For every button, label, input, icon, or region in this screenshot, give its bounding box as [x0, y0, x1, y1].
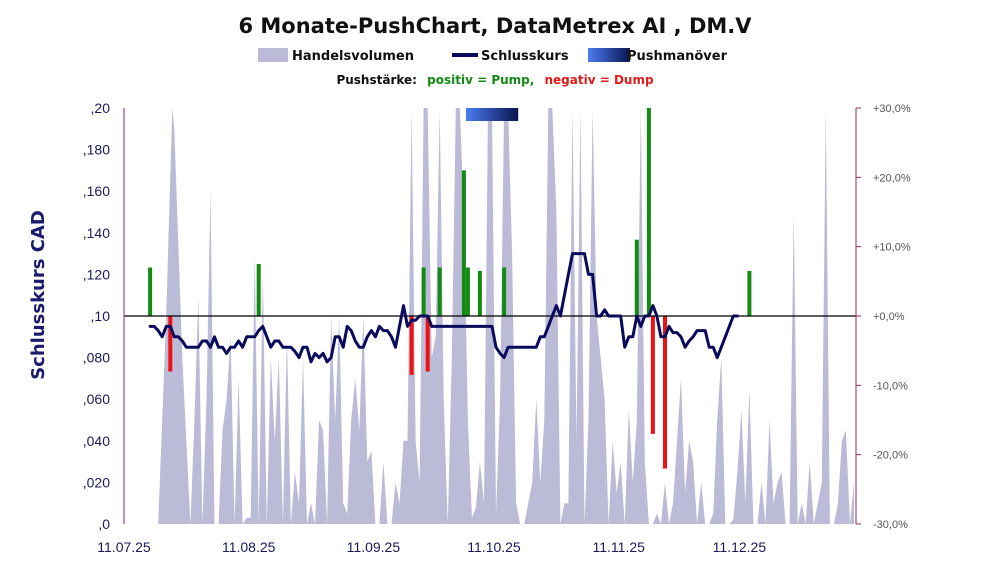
close-price-line	[148, 252, 739, 364]
right-tick-label: +10,0%	[873, 242, 911, 254]
right-tick-label: -20,0%	[873, 450, 908, 462]
right-tick-label: +30,0%	[873, 103, 911, 115]
right-tick-label: +20,0%	[873, 172, 911, 184]
push-legend-prefix: Pushstärke:	[336, 73, 417, 87]
left-tick-label: ,160	[83, 183, 110, 199]
push-bar-negative	[663, 316, 667, 469]
push-legend-positive: positiv = Pump,	[427, 73, 534, 87]
push-bar-negative	[168, 316, 173, 372]
chart-title: 6 Monate-PushChart, DataMetrex AI , DM.V	[238, 14, 752, 38]
left-tick-label: ,020	[83, 474, 110, 490]
push-bar-positive	[502, 267, 507, 316]
x-tick-label: 11.12.25	[713, 539, 767, 555]
pushmanoever-marker	[465, 108, 519, 121]
legend-volume-label: Handelsvolumen	[292, 49, 414, 64]
left-tick-label: ,060	[83, 391, 110, 407]
tick-labels-group: ,0 ,020 ,040 ,060 ,080 ,10 ,120 ,140 ,160 ,180 ,20…	[83, 100, 911, 555]
right-tick-label: +0,0%	[873, 311, 905, 323]
push-legend: Pushstärke: positiv = Pump, negativ = Du…	[336, 73, 654, 87]
push-bar-negative	[409, 316, 414, 375]
legend-volume-swatch	[258, 48, 288, 62]
legend-push-swatch	[588, 48, 630, 62]
push-bar-positive	[477, 270, 482, 316]
right-tick-label: -10,0%	[873, 380, 908, 392]
push-legend-negative: negativ = Dump	[545, 73, 654, 87]
left-tick-label: ,0	[98, 516, 110, 532]
push-bar-positive	[646, 108, 651, 316]
push-bar-positive	[437, 267, 442, 316]
left-tick-label: ,120	[83, 266, 110, 282]
push-bar-positive	[461, 170, 466, 316]
push-bar-negative	[425, 316, 430, 372]
push-bar-positive	[256, 264, 261, 316]
x-tick-label: 11.08.25	[222, 539, 276, 555]
left-tick-label: ,10	[91, 308, 111, 324]
y-axis-title: Schlusskurs CAD	[28, 210, 49, 380]
legend-close-label: Schlusskurs	[481, 49, 569, 64]
left-tick-label: ,140	[83, 225, 110, 241]
x-tick-label: 11.09.25	[347, 539, 401, 555]
left-tick-label: ,20	[91, 100, 111, 116]
close-line-group	[148, 252, 739, 364]
push-bar-positive	[148, 267, 153, 316]
push-bar-positive	[747, 270, 752, 316]
x-tick-label: 11.11.25	[592, 539, 645, 555]
left-tick-label: ,080	[83, 350, 110, 366]
push-bar-positive	[465, 267, 470, 316]
push-bar-positive	[634, 239, 639, 316]
right-tick-label: -30,0%	[873, 519, 908, 531]
left-tick-label: ,180	[83, 142, 110, 158]
x-tick-label: 11.07.25	[97, 539, 151, 555]
legend: Handelsvolumen Schlusskurs Pushmanöver	[258, 48, 728, 64]
push-bars-group	[148, 108, 752, 469]
legend-push-label: Pushmanöver	[627, 49, 728, 64]
push-bar-positive	[421, 267, 426, 316]
pushmanoever-group	[465, 108, 519, 121]
x-tick-label: 11.10.25	[467, 539, 521, 555]
left-tick-label: ,040	[83, 433, 110, 449]
push-bar-negative	[650, 316, 655, 434]
